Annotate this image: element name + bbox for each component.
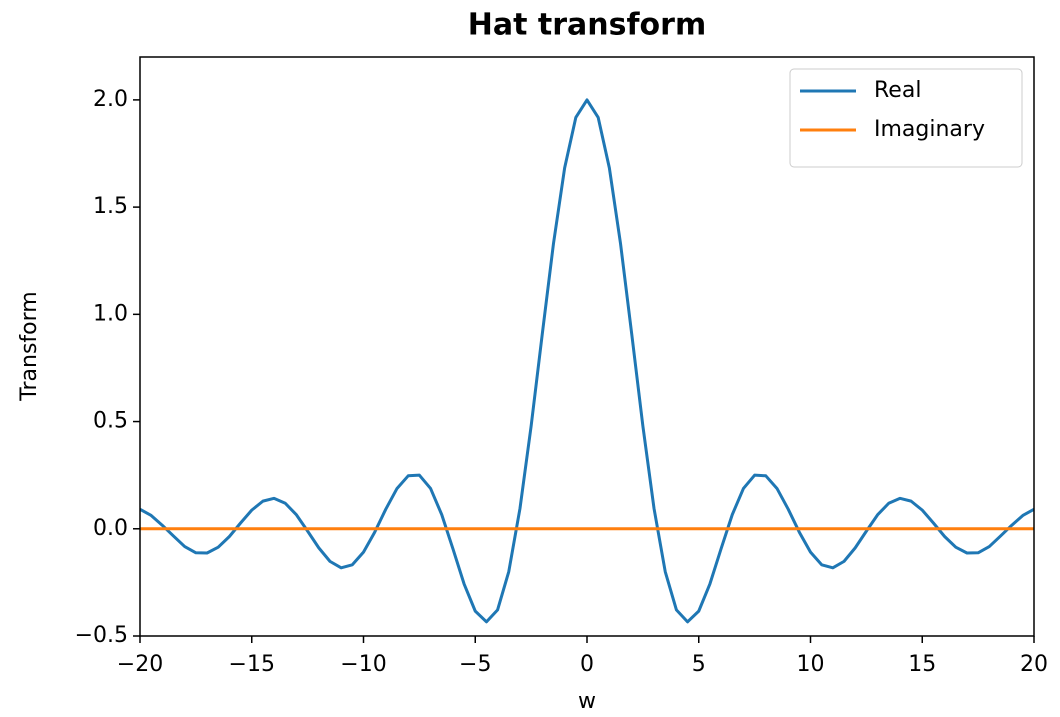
y-axis-label: Transform [17,291,42,401]
y-tick-label: −0.5 [75,623,128,648]
x-tick-label: −15 [229,652,275,677]
y-tick-label: 2.0 [93,87,128,112]
legend-label: Imaginary [874,117,985,142]
legend-label: Real [874,78,921,103]
x-tick-label: −20 [117,652,163,677]
plot-frame [139,56,1035,637]
y-tick-label: 1.0 [93,301,128,326]
y-tick-label: 0.5 [93,409,128,434]
x-tick-label: 10 [797,652,825,677]
x-tick-label: −10 [340,652,386,677]
line-series [140,98,1034,624]
x-tick-label: 0 [580,652,594,677]
x-tick-label: −5 [459,652,491,677]
x-tick-label: 5 [692,652,706,677]
x-axis-label: w [578,689,596,713]
y-tick-label: 0.0 [93,516,128,541]
y-tick-label: 1.5 [93,194,128,219]
x-tick-label: 20 [1020,652,1048,677]
legend-box [789,68,1023,168]
chart-title: Hat transform [468,8,706,43]
x-tick-label: 15 [908,652,936,677]
